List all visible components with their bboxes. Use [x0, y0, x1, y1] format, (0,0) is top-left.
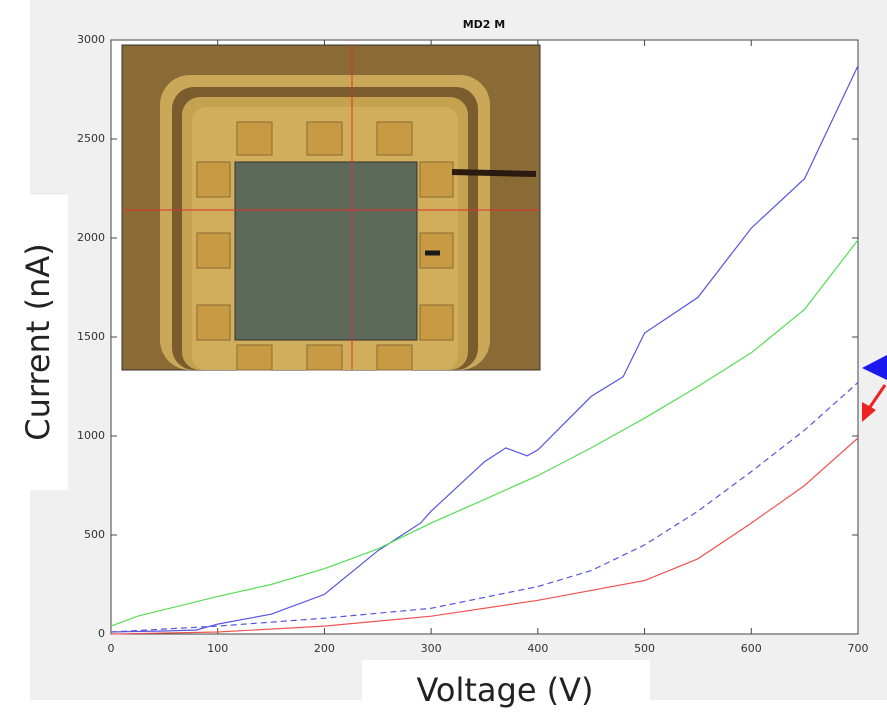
y-tick-label: 1000 [77, 429, 105, 442]
chart: MD2 M Current (nA) Voltage (V) 0 100 200 30… [0, 0, 887, 720]
page: MD2 M Current (nA) Voltage (V) 0 100 200 30… [0, 0, 887, 720]
y-tick-label: 3000 [77, 33, 105, 46]
y-tick-label: 0 [98, 627, 105, 640]
x-tick-label: 600 [741, 642, 762, 655]
y-tick-label: 500 [84, 528, 105, 541]
x-tick-label: 0 [108, 642, 115, 655]
y-tick-label: 2000 [77, 231, 105, 244]
y-tick-label: 1500 [77, 330, 105, 343]
chart-title: MD2 M [463, 18, 506, 31]
x-tick-label: 400 [527, 642, 548, 655]
inset-photo [122, 45, 540, 370]
y-tick-label: 2500 [77, 132, 105, 145]
y-axis-label: Current (nA) [19, 243, 57, 441]
x-tick-label: 100 [207, 642, 228, 655]
x-axis-label: Voltage (V) [416, 671, 593, 709]
x-tick-label: 200 [314, 642, 335, 655]
x-tick-label: 700 [848, 642, 869, 655]
x-tick-label: 300 [421, 642, 442, 655]
x-tick-label: 500 [634, 642, 655, 655]
